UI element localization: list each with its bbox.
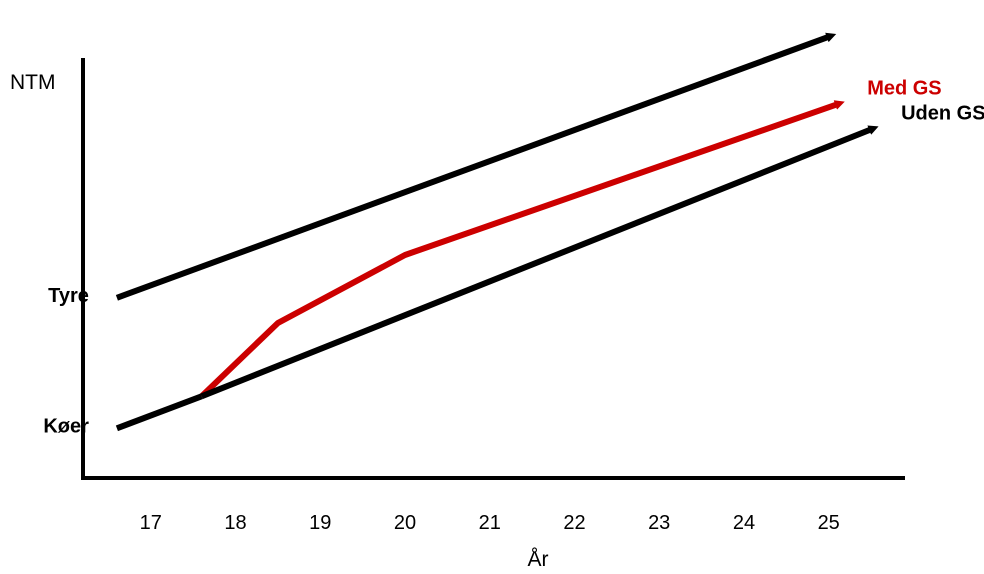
x-tick-label: 18 (224, 512, 246, 534)
series-layer (115, 32, 879, 432)
series-line-tyre (115, 32, 837, 301)
series-label: Med GS (867, 77, 941, 99)
x-tick-labels: 17 18 19 20 21 22 23 24 25 (140, 512, 840, 534)
y-axis-label: NTM (10, 71, 56, 94)
axes (81, 58, 905, 480)
series-line-uden-gs (200, 125, 879, 400)
x-tick-label: 19 (309, 512, 331, 534)
series-label: Tyre (48, 285, 89, 307)
x-tick-label: 17 (140, 512, 162, 534)
x-tick-label: 23 (648, 512, 670, 534)
x-tick-label: 20 (394, 512, 416, 534)
x-tick-label: 21 (479, 512, 501, 534)
series-label: Uden GS (901, 102, 984, 124)
x-tick-label: 25 (818, 512, 840, 534)
x-tick-label: 22 (563, 512, 585, 534)
series-label: Køer (43, 415, 89, 437)
x-tick-label: 24 (733, 512, 755, 534)
series-line-k-er (115, 393, 203, 432)
series-line-med-gs (199, 100, 845, 399)
series-labels: Tyre Med GS Uden GS Køer (43, 77, 984, 437)
x-axis-label: År (528, 548, 549, 571)
